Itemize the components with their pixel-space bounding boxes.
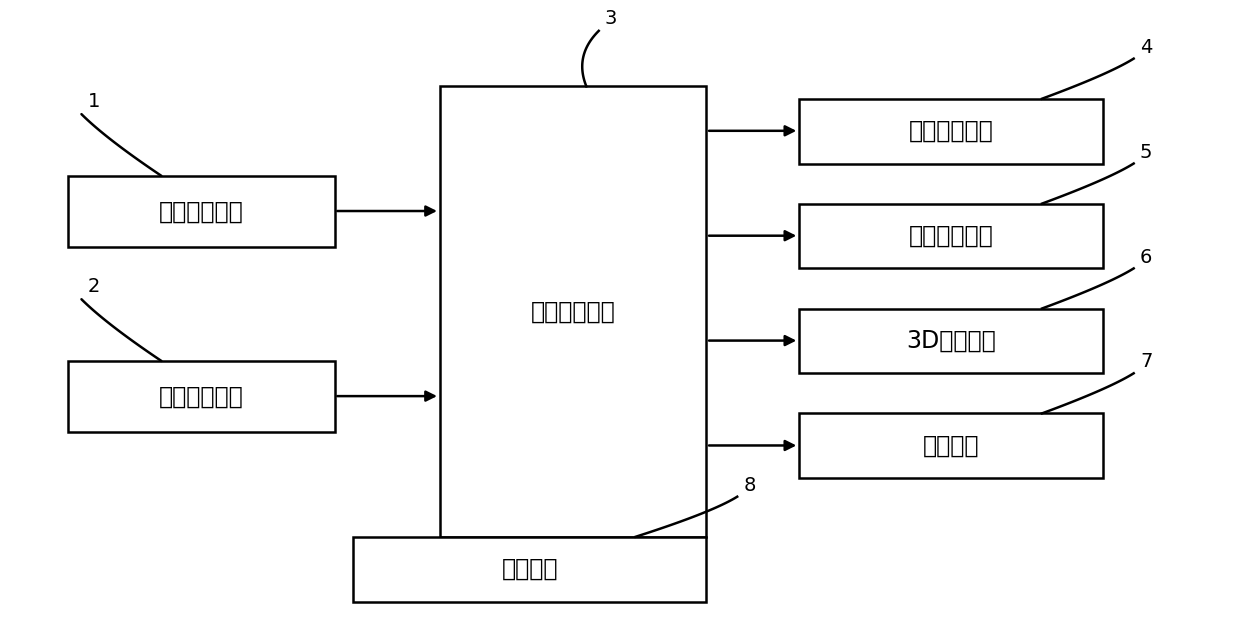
Bar xyxy=(440,86,706,537)
Text: 8: 8 xyxy=(743,476,756,495)
Text: 三维建模模块: 三维建模模块 xyxy=(908,119,994,143)
Text: 1: 1 xyxy=(88,92,100,111)
Text: 裂缝探测模块: 裂缝探测模块 xyxy=(908,224,994,248)
Text: 压力检测模块: 压力检测模块 xyxy=(159,384,244,408)
Text: 2: 2 xyxy=(88,277,100,296)
Bar xyxy=(799,308,1103,373)
Text: 显示模块: 显示模块 xyxy=(502,557,558,581)
Bar xyxy=(799,413,1103,478)
Bar xyxy=(68,176,335,247)
Text: 图像采集模块: 图像采集模块 xyxy=(159,199,244,223)
Text: 分析模块: 分析模块 xyxy=(923,434,979,458)
Text: 6: 6 xyxy=(1140,247,1152,267)
Text: 中央处理模块: 中央处理模块 xyxy=(530,300,616,323)
Bar xyxy=(799,99,1103,164)
Text: 5: 5 xyxy=(1140,143,1152,162)
Text: 3: 3 xyxy=(605,9,617,28)
Text: 7: 7 xyxy=(1140,352,1152,371)
Bar xyxy=(799,204,1103,268)
Bar xyxy=(353,537,706,602)
Text: 4: 4 xyxy=(1140,38,1152,57)
Bar xyxy=(68,361,335,432)
Text: 3D打印模块: 3D打印模块 xyxy=(906,329,996,353)
